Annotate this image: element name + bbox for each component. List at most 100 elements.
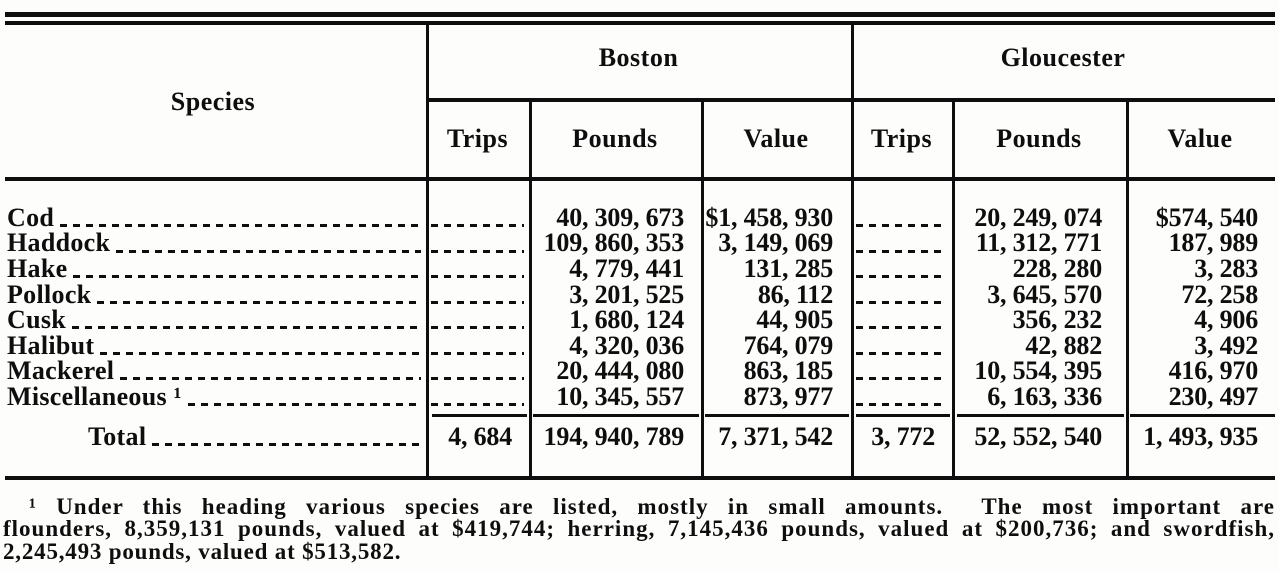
footnote: ¹ Under this heading various species are… <box>3 493 1275 565</box>
total-rule-seg <box>856 413 950 417</box>
boston-trips-blank <box>426 256 529 282</box>
leader-dots <box>116 249 421 253</box>
gloucester-value-cell: 4, 906 <box>1194 305 1258 335</box>
boston-trips-blank <box>426 282 529 308</box>
table-row: Cod 40, 309, 673 $1, 458, 930 20, 249, 074 $… <box>0 205 1279 231</box>
gloucester-trips-blank <box>851 384 952 410</box>
gloucester-pounds-cell: 228, 280 <box>1012 254 1103 284</box>
species-name: Cod <box>7 202 55 232</box>
divider-gloucester-pounds-value <box>1126 101 1129 478</box>
gloucester-pounds-cell: 3, 645, 570 <box>987 279 1102 309</box>
species-name: Cusk <box>7 305 67 335</box>
dash-placeholder <box>856 377 947 381</box>
dash-placeholder <box>431 300 524 304</box>
dash-placeholder <box>856 326 947 330</box>
boston-pounds-cell: 40, 309, 673 <box>556 202 684 232</box>
column-header-boston-value: Value <box>743 124 809 154</box>
boston-pounds-cell: 10, 345, 557 <box>556 381 684 411</box>
boston-value-cell: 863, 185 <box>743 356 834 386</box>
boston-pounds-cell: 109, 860, 353 <box>543 228 685 258</box>
leader-dots <box>73 275 421 279</box>
species-name: Halibut <box>7 330 95 360</box>
table-row: Pollock 3, 201, 525 86, 112 3, 645, 570 72, … <box>0 279 1279 309</box>
boston-pounds-cell: 4, 320, 036 <box>569 330 684 360</box>
gloucester-pounds-cell: 20, 249, 074 <box>974 202 1102 232</box>
dash-placeholder <box>431 377 524 381</box>
column-header-gloucester-value: Value <box>1167 124 1233 154</box>
dash-placeholder <box>856 223 947 227</box>
gloucester-pounds-cell: 42, 882 <box>1025 330 1102 360</box>
total-rule-seg <box>432 413 527 417</box>
gloucester-trips-blank <box>851 358 952 384</box>
species-name: Pollock <box>7 279 92 309</box>
table-body: Cod 40, 309, 673 $1, 458, 930 20, 249, 074 $… <box>0 205 1279 410</box>
boston-value-cell: 131, 285 <box>743 254 834 284</box>
gloucester-pounds-cell: 10, 554, 395 <box>974 356 1102 386</box>
boston-value-cell: 86, 112 <box>757 279 833 309</box>
total-boston-pounds: 194, 940, 789 <box>543 422 685 452</box>
column-header-species: Species <box>170 87 256 117</box>
footnote-line: 2,245,493 pounds, valued at $513,582. <box>3 539 402 565</box>
total-rule-seg <box>705 413 849 417</box>
gloucester-trips-blank <box>851 230 952 256</box>
top-rule-outer <box>5 12 1275 17</box>
gloucester-pounds-cell: 11, 312, 771 <box>975 228 1102 258</box>
total-label: Total <box>88 422 147 452</box>
divider-boston-gloucester <box>851 24 854 478</box>
table-row: Haddock 109, 860, 353 3, 149, 069 11, 312, … <box>0 230 1279 256</box>
gloucester-trips-blank <box>851 282 952 308</box>
port-group-underline <box>426 98 1275 102</box>
dash-placeholder <box>431 402 524 406</box>
leader-dots <box>100 351 421 355</box>
boston-pounds-cell: 3, 201, 525 <box>569 279 684 309</box>
gloucester-pounds-cell: 356, 232 <box>1012 305 1103 335</box>
column-header-gloucester-trips: Trips <box>870 124 933 154</box>
boston-value-cell: 873, 977 <box>743 381 834 411</box>
column-header-boston-pounds: Pounds <box>572 124 658 154</box>
boston-value-cell: $1, 458, 930 <box>705 202 833 232</box>
boston-pounds-cell: 4, 779, 441 <box>569 254 684 284</box>
boston-value-cell: 764, 079 <box>743 330 834 360</box>
gloucester-trips-blank <box>851 307 952 333</box>
gloucester-trips-blank <box>851 205 952 231</box>
dash-placeholder <box>431 351 524 355</box>
gloucester-trips-blank <box>851 256 952 282</box>
boston-value-cell: 44, 905 <box>756 305 833 335</box>
boston-value-cell: 3, 149, 069 <box>718 228 833 258</box>
boston-trips-blank <box>426 307 529 333</box>
species-name: Haddock <box>7 228 111 258</box>
table-row: Cusk 1, 680, 124 44, 905 356, 232 4, 906 <box>0 307 1279 333</box>
column-group-gloucester: Gloucester <box>1000 43 1126 73</box>
dash-placeholder <box>431 326 524 330</box>
top-rule-inner <box>5 20 1275 25</box>
gloucester-value-cell: 72, 258 <box>1181 279 1258 309</box>
footnote-line: ¹ Under this heading various species are… <box>29 493 1275 519</box>
boston-trips-blank <box>426 230 529 256</box>
dash-placeholder <box>431 223 524 227</box>
total-rule-seg <box>533 413 699 417</box>
boston-trips-blank <box>426 205 529 231</box>
total-rule-seg <box>1130 413 1275 417</box>
gloucester-value-cell: 230, 497 <box>1168 381 1259 411</box>
divider-boston-trips-pounds <box>529 101 532 478</box>
gloucester-value-cell: 3, 283 <box>1194 254 1258 284</box>
species-name: Mackerel <box>7 356 115 386</box>
divider-boston-pounds-value <box>701 101 704 478</box>
boston-pounds-cell: 20, 444, 080 <box>556 356 684 386</box>
header-bottom-rule <box>5 177 1275 181</box>
column-group-boston: Boston <box>598 43 679 73</box>
species-name: Hake <box>7 254 68 284</box>
gloucester-value-cell: 187, 989 <box>1168 228 1259 258</box>
gloucester-trips-blank <box>851 333 952 359</box>
dash-placeholder <box>431 275 524 279</box>
leader-dots <box>120 377 421 381</box>
boston-trips-blank <box>426 358 529 384</box>
leader-dots <box>60 223 421 227</box>
table-row: Mackerel 20, 444, 080 863, 185 10, 554, 395… <box>0 358 1279 384</box>
species-name: Miscellaneous ¹ <box>7 381 182 411</box>
total-gloucester-pounds: 52, 552, 540 <box>974 422 1102 452</box>
dash-placeholder <box>856 351 947 355</box>
table-row: Hake 4, 779, 441 131, 285 228, 280 3, 283 <box>0 256 1279 282</box>
column-header-gloucester-pounds: Pounds <box>996 124 1082 154</box>
